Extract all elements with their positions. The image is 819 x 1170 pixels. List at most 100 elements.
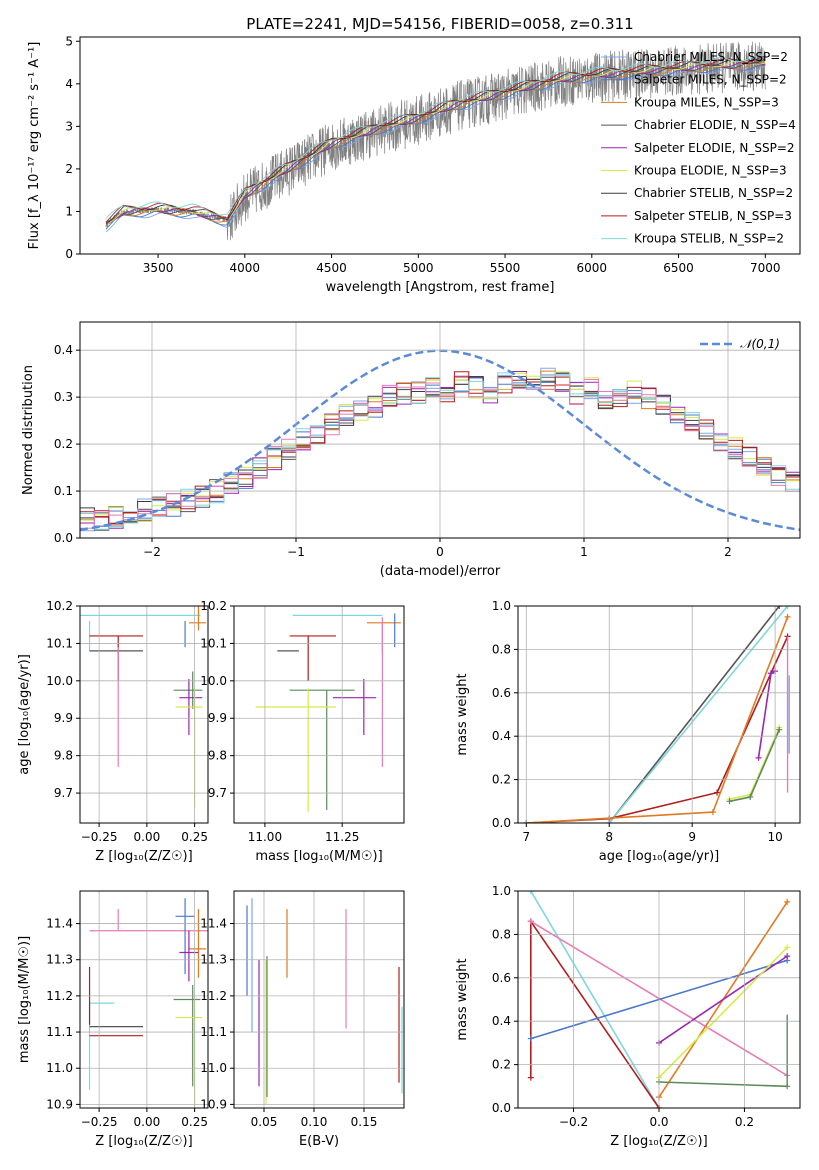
y-tick-label: 2: [65, 162, 73, 176]
cumulative-marker: [784, 898, 791, 905]
x-tick-label: −0.25: [81, 830, 118, 844]
y-tick-label: 11.3: [46, 953, 73, 967]
x-tick-label: 4500: [316, 261, 347, 275]
y-tick-label: 9.7: [208, 786, 227, 800]
y-tick-label: 0.8: [492, 927, 511, 941]
cumulative-marker: [784, 944, 791, 951]
cumulative-age-panel: 7 8 9 10 0.0 0.2 0.4 0.6 0.8 1.0 age [log₁₀(age/yr…: [455, 599, 801, 864]
model-spectrum-line: [105, 61, 766, 224]
y-tick-label: 10.2: [200, 599, 227, 613]
x-tick-label: −0.25: [81, 1115, 118, 1129]
x-tick-label: −0.2: [559, 1115, 588, 1129]
cumulative-marker: [784, 953, 791, 960]
y-axis-label: mass weight: [455, 958, 470, 1040]
y-tick-label: 11.4: [200, 917, 227, 931]
y-tick-label: 10.1: [46, 636, 73, 650]
axes-frame: [79, 36, 801, 255]
x-tick-label: 0.10: [301, 1115, 328, 1129]
axes-frame: [79, 890, 209, 1109]
cumulative-metallicity-panel: −0.2 0.0 0.2 0.0 0.2 0.4 0.6 0.8 1.0 Z [log₁₀(Z/Z…: [455, 884, 801, 1149]
legend-label: Kroupa ELODIE, N_SSP=3: [634, 164, 787, 178]
legend-label: 𝒩(0,1): [740, 337, 780, 351]
y-tick-label: 0.4: [54, 343, 73, 357]
plot-area: [88, 898, 208, 1108]
cumulative-marker: [527, 1035, 534, 1042]
legend-label: Kroupa MILES, N_SSP=3: [634, 95, 779, 109]
y-axis-label: mass weight: [455, 673, 470, 755]
age-vs-mass-panel: 11.00 11.25 9.7 9.8 9.9 10.0 10.1 10.2 mass [log…: [200, 599, 405, 864]
y-tick-label: 11.0: [200, 1061, 227, 1075]
x-tick-label: 0.15: [351, 1115, 378, 1129]
y-tick-label: 3: [65, 119, 73, 133]
legend-label: Salpeter STELIB, N_SSP=3: [634, 209, 792, 223]
y-tick-label: 5: [65, 34, 73, 48]
cumulative-marker: [784, 613, 791, 620]
x-tick-label: 0.2: [735, 1115, 754, 1129]
x-tick-label: 0.0: [649, 1115, 668, 1129]
figure-title: PLATE=2241, MJD=54156, FIBERID=0058, z=0…: [246, 15, 633, 33]
legend-label: Salpeter MILES, N_SSP=2: [634, 73, 787, 87]
axes-frame: [79, 321, 801, 539]
model-spectrum-line: [105, 54, 766, 219]
y-tick-label: 0.6: [492, 971, 511, 985]
y-tick-label: 0.0: [54, 531, 73, 545]
cumulative-line: [658, 955, 788, 1044]
x-tick-label: −1: [287, 545, 305, 559]
age-vs-metallicity-panel: −0.25 0.00 0.25 9.7 9.8 9.9 10.0 10.1 10.2 Z [log…: [17, 599, 209, 864]
x-axis-label: Z [log₁₀(Z/Z☉)]: [95, 1134, 192, 1149]
y-tick-label: 11.4: [46, 917, 73, 931]
plot-area: [105, 41, 766, 241]
y-tick-label: 9.8: [54, 749, 73, 763]
y-axis-label: Flux [f_λ 10⁻¹⁷ erg cm⁻² s⁻¹ A⁻¹]: [27, 42, 42, 250]
cumulative-marker: [527, 918, 534, 925]
x-tick-label: 7: [522, 830, 530, 844]
x-tick-label: 0.05: [251, 1115, 278, 1129]
x-tick-label: 8: [605, 830, 613, 844]
x-tick-label: 0.25: [181, 830, 208, 844]
cumulative-marker: [776, 606, 783, 609]
cumulative-marker: [776, 726, 783, 733]
x-axis-label: (data-model)/error: [380, 564, 501, 579]
y-tick-label: 11.2: [200, 989, 227, 1003]
cumulative-line: [608, 606, 780, 823]
x-tick-label: 1: [580, 545, 588, 559]
x-tick-label: 0.25: [181, 1115, 208, 1129]
x-axis-label: wavelength [Angstrom, rest frame]: [326, 280, 555, 295]
legend-label: Chabrier ELODIE, N_SSP=4: [634, 118, 796, 132]
plot-area: [255, 613, 401, 812]
y-tick-label: 10.0: [46, 674, 73, 688]
y-tick-label: 0.2: [492, 773, 511, 787]
legend-label: Chabrier STELIB, N_SSP=2: [634, 186, 793, 200]
y-axis-label: Normed distribution: [21, 365, 36, 495]
y-tick-label: 9.9: [208, 711, 227, 725]
cumulative-marker: [747, 793, 754, 800]
y-tick-label: 0.6: [492, 686, 511, 700]
legend-label: Chabrier MILES, N_SSP=2: [634, 50, 788, 64]
legend-label: Salpeter ELODIE, N_SSP=2: [634, 141, 795, 155]
y-tick-label: 11.1: [46, 1025, 73, 1039]
y-tick-label: 10.2: [46, 599, 73, 613]
cumulative-marker: [527, 1074, 534, 1081]
x-tick-label: 0: [436, 545, 444, 559]
y-tick-label: 0.3: [54, 390, 73, 404]
y-tick-label: 0.2: [54, 437, 73, 451]
y-tick-label: 4: [65, 77, 73, 91]
cumulative-marker: [527, 891, 534, 894]
y-axis-label: mass [log₁₀(M/M☉)]: [17, 936, 32, 1063]
y-tick-label: 0.0: [492, 1101, 511, 1115]
x-tick-label: −2: [143, 545, 161, 559]
x-tick-label: 6000: [577, 261, 608, 275]
x-tick-label: 0.00: [134, 1115, 161, 1129]
axes-frame: [233, 890, 405, 1109]
cumulative-marker: [714, 789, 721, 796]
x-axis-label: Z [log₁₀(Z/Z☉)]: [610, 1134, 707, 1149]
model-spectrum-line: [105, 58, 766, 225]
x-axis-label: mass [log₁₀(M/M☉)]: [255, 849, 382, 864]
cumulative-marker: [784, 606, 791, 609]
y-tick-label: 0.8: [492, 642, 511, 656]
y-tick-label: 1: [65, 204, 73, 218]
mass-vs-extinction-panel: 0.05 0.10 0.15 10.9 11.0 11.1 11.2 11.3 11.4 E(B-…: [200, 890, 405, 1149]
plot-area: [246, 898, 403, 1105]
y-tick-label: 0.4: [492, 1014, 511, 1028]
cumulative-marker: [755, 754, 762, 761]
